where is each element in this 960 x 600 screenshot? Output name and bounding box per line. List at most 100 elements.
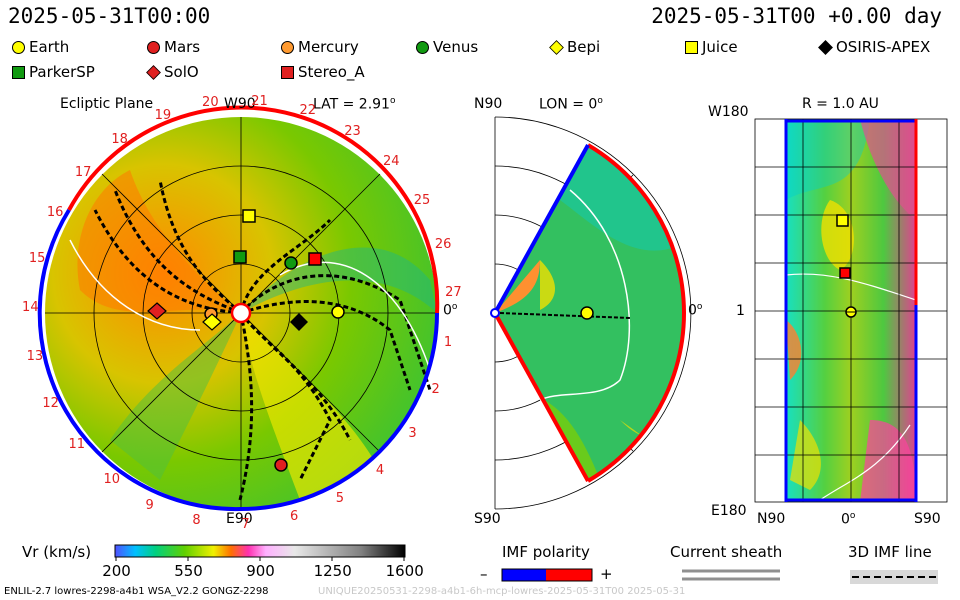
legend-label: ParkerSP	[29, 63, 95, 81]
legend-label: Venus	[433, 38, 479, 56]
juice-radial-marker	[836, 214, 849, 227]
rotation-label-11: 11	[68, 437, 86, 453]
left-timestamp: 2025-05-31T00:00	[8, 4, 211, 28]
radial-mid-label: 1	[736, 303, 745, 319]
rotation-label-20: 20	[202, 95, 219, 111]
earth-marker	[331, 305, 345, 319]
legend-item-mercury: Mercury	[281, 38, 359, 56]
rotation-label-16: 16	[46, 205, 64, 221]
rotation-label-10: 10	[103, 472, 121, 488]
ecliptic-top-label: W90	[224, 96, 256, 112]
legend-label: OSIRIS-APEX	[836, 38, 931, 56]
legend-label: Bepi	[567, 38, 601, 56]
imf3d-title: 3D IMF line	[848, 543, 932, 561]
legend-label: Mercury	[298, 38, 359, 56]
rotation-label-24: 24	[383, 154, 400, 170]
radial-panel	[754, 118, 948, 503]
ecliptic-right-label: 0o	[443, 302, 458, 319]
imf-minus-label: –	[480, 565, 488, 583]
earth-meridional-marker	[580, 306, 594, 320]
rotation-label-26: 26	[434, 237, 452, 253]
footer-model-info: ENLIL-2.7 lowres-2298-a4b1 WSA_V2.2 GONG…	[4, 586, 269, 597]
ecliptic-panel	[37, 105, 440, 512]
radial-top-label: W180	[708, 104, 749, 120]
colorbar-tick-1600: 1600	[385, 562, 424, 580]
solo-marker	[147, 302, 167, 320]
legend-item-osiris-apex: OSIRIS-APEX	[818, 38, 931, 56]
rotation-label-25: 25	[413, 192, 431, 208]
legend-item-solo: SolO	[146, 63, 199, 81]
juice-symbol-icon	[685, 40, 698, 54]
legend-item-venus: Venus	[416, 38, 478, 56]
earth-symbol-icon	[12, 40, 25, 54]
rotation-label-17: 17	[74, 164, 92, 180]
stereo-a-marker	[308, 252, 322, 266]
rotation-label-1: 1	[443, 334, 453, 350]
vr-colorbar	[114, 544, 406, 558]
parkersp-symbol-icon	[12, 65, 25, 79]
juice-marker	[242, 209, 256, 223]
rotation-label-19: 19	[154, 108, 172, 124]
rotation-label-8: 8	[192, 512, 201, 528]
stereo-a-radial-marker	[839, 267, 851, 279]
mars-marker	[274, 458, 288, 472]
legend-item-parkersp: ParkerSP	[12, 63, 95, 81]
rotation-label-12: 12	[42, 395, 59, 411]
mercury-symbol-icon	[281, 40, 294, 54]
stereo-a-symbol-icon	[281, 65, 294, 79]
ecliptic-lat: LAT = 2.91o	[313, 96, 396, 113]
legend-item-stereo-a: Stereo_A	[281, 63, 365, 81]
ecliptic-title: Ecliptic Plane	[60, 96, 154, 112]
radial-x-mid: 0o	[841, 511, 856, 528]
meridional-right-label: 0o	[688, 302, 703, 319]
legend-label: Stereo_A	[298, 63, 365, 81]
ecliptic-bottom-label: E90	[226, 511, 253, 527]
rotation-label-15: 15	[28, 251, 46, 267]
rotation-label-3: 3	[408, 425, 417, 441]
radial-x-right: S90	[914, 511, 941, 527]
sun-marker	[230, 302, 252, 324]
rotation-label-23: 23	[344, 123, 361, 139]
rotation-label-18: 18	[111, 132, 128, 148]
rotation-label-2: 2	[431, 382, 440, 398]
rotation-label-5: 5	[335, 491, 344, 506]
rotation-label-22: 22	[299, 103, 317, 119]
rotation-label-13: 13	[26, 349, 44, 365]
rotation-label-6: 6	[290, 509, 299, 525]
venus-symbol-icon	[416, 40, 429, 54]
parkersp-marker	[233, 250, 247, 264]
colorbar-label: Vr (km/s)	[22, 543, 92, 561]
colorbar-tick-900: 900	[246, 562, 275, 580]
imf-positive-swatch	[546, 569, 592, 581]
rotation-label-4: 4	[375, 462, 385, 478]
imf-plus-label: +	[600, 565, 613, 583]
legend-label: Mars	[164, 38, 201, 56]
colorbar-tick-200: 200	[102, 562, 131, 580]
legend-item-bepi: Bepi	[549, 38, 601, 56]
radial-title: R = 1.0 AU	[802, 96, 879, 112]
radial-bottom-label: E180	[711, 503, 747, 519]
legend-item-earth: Earth	[12, 38, 69, 56]
right-timestamp: 2025-05-31T00 +0.00 day	[651, 4, 942, 28]
meridional-panel	[490, 116, 692, 510]
colorbar-tick-1250: 1250	[313, 562, 352, 580]
rotation-label-7: 7	[241, 516, 250, 532]
radial-x-left: N90	[757, 511, 786, 527]
bepi-marker	[202, 313, 222, 331]
rotation-label-27: 27	[445, 285, 462, 301]
legend-item-mars: Mars	[147, 38, 200, 56]
legend-item-juice: Juice	[685, 38, 738, 56]
legend-label: Earth	[29, 38, 70, 56]
osiris-apex-marker	[290, 313, 308, 331]
legend-label: Juice	[702, 38, 738, 56]
rotation-label-9: 9	[145, 497, 154, 513]
rotation-label-14: 14	[22, 300, 39, 316]
mars-symbol-icon	[147, 40, 160, 54]
footer-run-id: UNIQUE20250531-2298-a4b1-6h-mcp-lowres-2…	[318, 586, 686, 597]
rotation-label-21: 21	[251, 93, 268, 109]
imf-negative-swatch	[502, 569, 546, 581]
imf-polarity-title: IMF polarity	[502, 543, 590, 561]
meridional-top-label: N90	[474, 96, 503, 112]
current-sheath-title: Current sheath	[670, 543, 783, 561]
